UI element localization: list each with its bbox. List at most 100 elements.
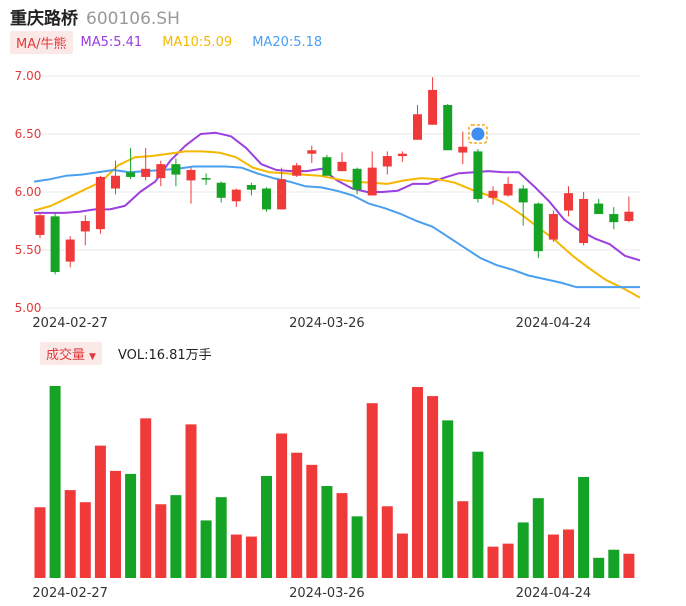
volume-bar: [366, 403, 378, 578]
volume-bar: [245, 536, 257, 578]
price-grid: [34, 75, 640, 309]
candle-body: [95, 176, 105, 230]
candle-body: [564, 193, 573, 211]
stock-code: 600106.SH: [86, 9, 180, 29]
volume-bar: [351, 516, 363, 578]
candle: [594, 198, 604, 215]
stock-name: 重庆路桥: [10, 9, 78, 29]
candle-body: [382, 156, 392, 167]
candle: [262, 187, 271, 212]
candle: [322, 154, 332, 176]
candle: [307, 145, 317, 163]
signal-marker: [468, 124, 488, 144]
volume-bar: [79, 502, 91, 578]
candle: [95, 175, 105, 234]
candles: [35, 77, 634, 275]
candle-body: [473, 151, 483, 199]
y-tick-label: 6.00: [15, 185, 42, 199]
volume-bar: [94, 445, 106, 578]
candle-body: [428, 89, 438, 125]
candle-body: [458, 146, 468, 153]
candle-body: [443, 105, 453, 151]
y-tick-label: 6.50: [15, 127, 42, 141]
candle: [473, 149, 483, 203]
x-tick-label: 2024-04-24: [516, 316, 592, 331]
volume-bar: [547, 534, 559, 578]
y-tick-label: 5.00: [15, 301, 42, 315]
volume-bar: [517, 522, 529, 578]
candle: [548, 210, 558, 242]
candle-body: [533, 203, 543, 252]
volume-bar: [306, 464, 318, 578]
x-tick-label: 2024-02-27: [32, 586, 108, 601]
volume-bar: [185, 424, 197, 578]
volume-bar: [472, 451, 484, 578]
x-tick-label: 2024-04-24: [516, 586, 592, 601]
volume-legend: 成交量 ▼ VOL:16.81万手: [40, 342, 212, 365]
volume-bar: [502, 543, 514, 578]
volume-bar: [200, 520, 212, 578]
candle: [141, 147, 151, 181]
candle-body: [518, 188, 528, 203]
candle-body: [609, 214, 619, 223]
volume-bar: [487, 546, 499, 578]
volume-bar: [563, 529, 574, 578]
ma-legend: MA/牛熊 MA5:5.41 MA10:5.09 MA20:5.18: [10, 31, 342, 54]
candle: [277, 167, 287, 210]
candle-body: [186, 169, 196, 181]
volume-tag-label: 成交量: [46, 348, 86, 363]
candle: [111, 160, 120, 195]
volume-indicator-selector[interactable]: 成交量 ▼: [40, 342, 102, 365]
candle: [397, 151, 407, 162]
candle-body: [548, 214, 558, 240]
candle: [443, 103, 453, 151]
candle-body: [292, 165, 302, 176]
volume-bar: [261, 475, 272, 578]
ma5-legend: MA5:5.41: [80, 35, 143, 50]
candle-body: [156, 164, 166, 179]
candle-body: [80, 221, 90, 232]
candle: [609, 207, 619, 230]
candle-body: [231, 189, 241, 202]
volume-bar: [412, 387, 423, 578]
volume-bar: [321, 486, 333, 578]
candle: [428, 77, 438, 125]
volume-bar: [49, 386, 61, 578]
ma5-line: [34, 131, 641, 262]
candle: [518, 185, 528, 226]
candle-body: [35, 215, 45, 235]
x-tick-label: 2024-02-27: [32, 316, 108, 331]
volume-bars: [34, 386, 635, 578]
candle: [126, 147, 136, 180]
ma-indicator-selector[interactable]: MA/牛熊: [10, 31, 73, 54]
candle-body: [352, 168, 362, 190]
volume-bar: [291, 452, 303, 578]
y-tick-label: 7.00: [15, 69, 42, 83]
volume-bar: [34, 507, 46, 578]
candle: [186, 167, 196, 204]
candle-body: [322, 157, 332, 176]
volume-bar: [381, 506, 393, 578]
candle-body: [201, 178, 211, 180]
candle-body: [262, 188, 271, 210]
ma20-line: [33, 165, 640, 289]
volume-bar: [336, 493, 348, 578]
volume-bar: [608, 549, 620, 578]
candle: [156, 160, 166, 187]
price-y-ticks: 7.00 6.50 6.00 5.50 5.00: [15, 69, 42, 315]
candle-body: [277, 179, 287, 210]
ma20-legend: MA20:5.18: [252, 35, 323, 50]
candle: [337, 152, 347, 172]
candle: [201, 173, 211, 186]
candle-body: [413, 114, 422, 140]
volume-bar: [532, 498, 544, 578]
x-tick-label: 2024-03-26: [289, 586, 365, 601]
candle-body: [624, 211, 634, 221]
x-tick-label: 2024-03-26: [289, 316, 365, 331]
candle: [171, 158, 181, 187]
candle-body: [594, 203, 604, 215]
volume-bar: [396, 533, 408, 578]
volume-bar: [125, 473, 137, 578]
volume-bar: [623, 553, 635, 578]
stock-header: 重庆路桥 600106.SH: [10, 4, 180, 29]
